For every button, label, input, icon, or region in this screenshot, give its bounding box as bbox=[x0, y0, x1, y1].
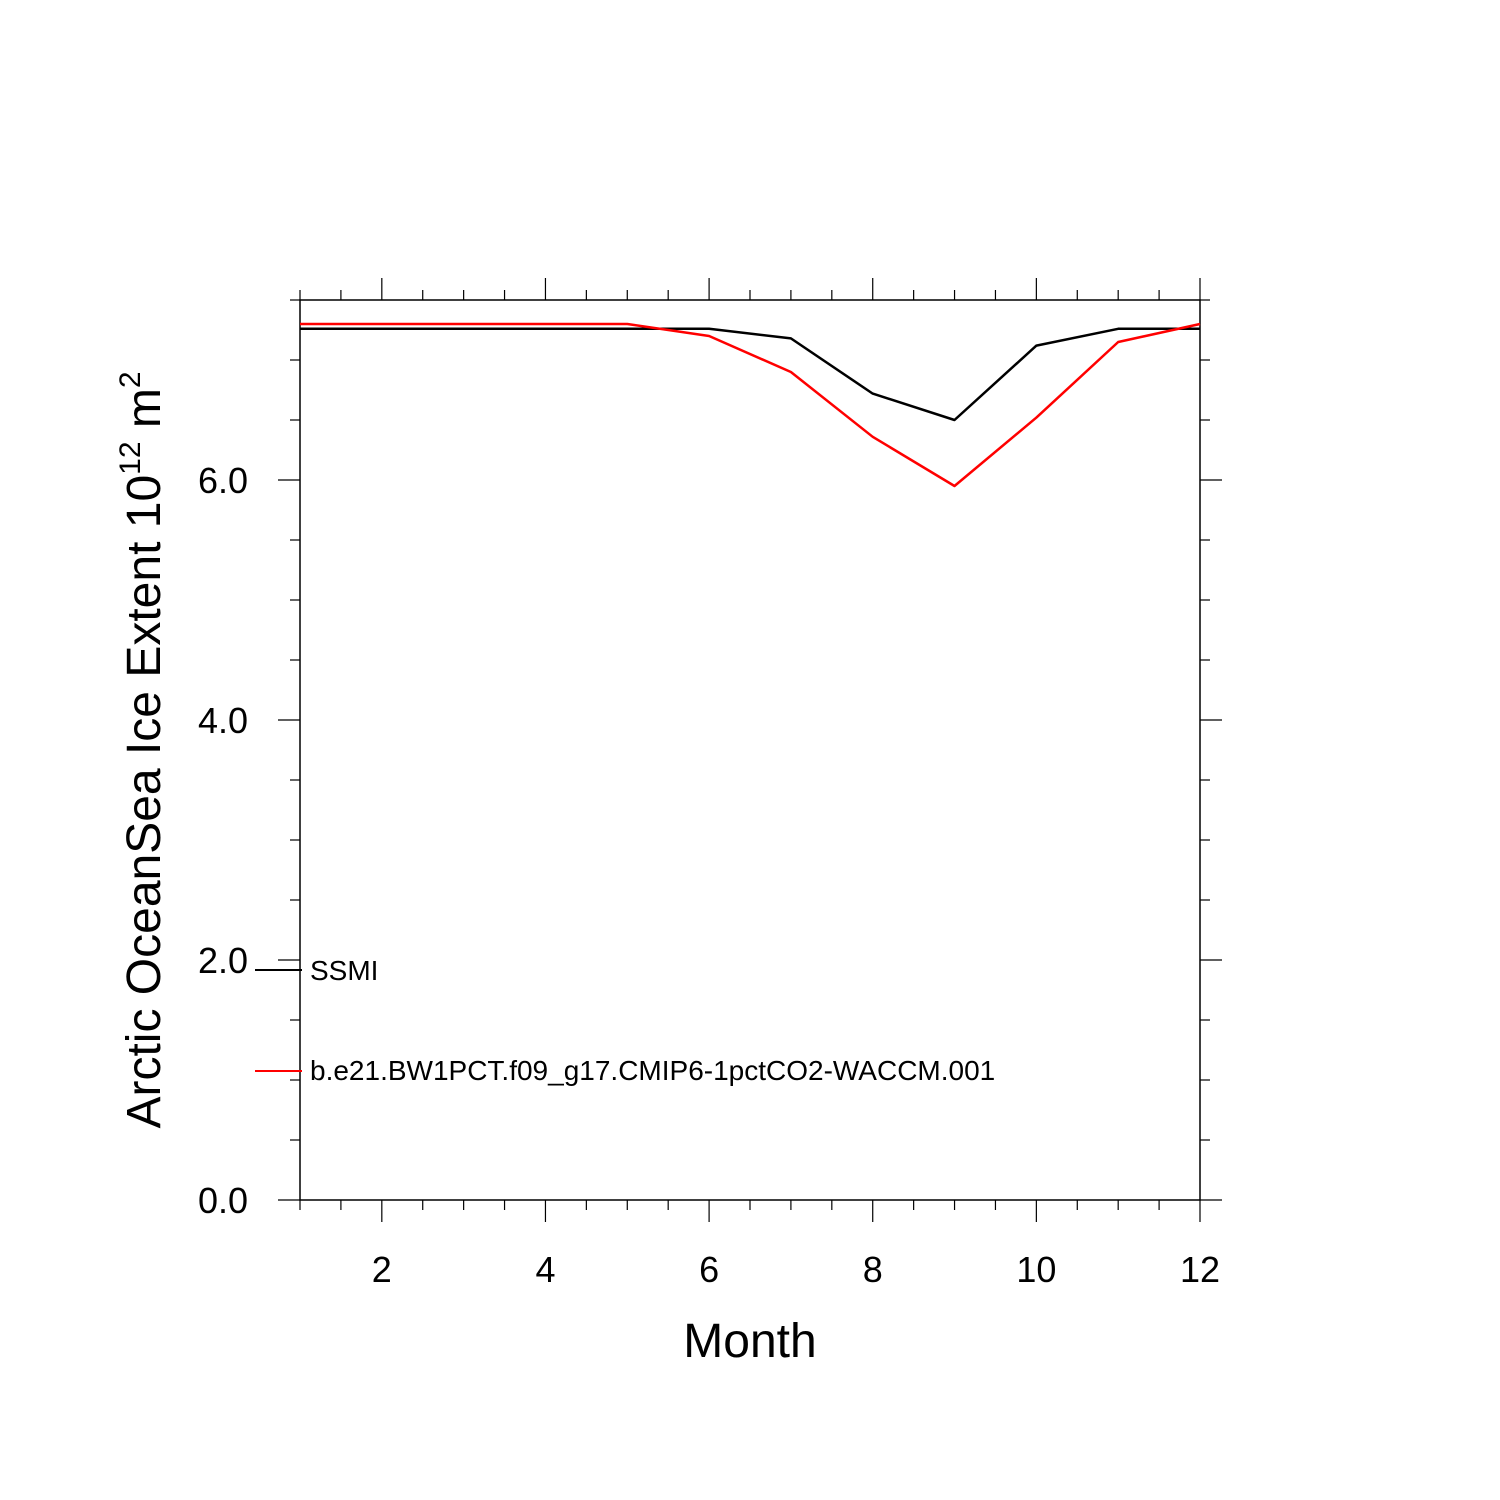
y-tick-label: 2.0 bbox=[198, 940, 248, 981]
y-axis-title-unit: m bbox=[118, 388, 171, 441]
y-axis-title-unit-exponent: 2 bbox=[114, 371, 147, 388]
tick-labels: 2 4 6 8 10 12 0.0 2.0 4.0 6.0 bbox=[198, 460, 1220, 1290]
y-tick-label: 4.0 bbox=[198, 700, 248, 741]
y-tick-label: 6.0 bbox=[198, 460, 248, 501]
y-axis-title-exponent: 12 bbox=[114, 441, 147, 474]
x-tick-label: 12 bbox=[1180, 1249, 1220, 1290]
legend: SSMI b.e21.BW1PCT.f09_g17.CMIP6-1pctCO2-… bbox=[255, 955, 995, 1086]
x-axis-title: Month bbox=[683, 1315, 816, 1368]
x-tick-label: 8 bbox=[863, 1249, 883, 1290]
axis-ticks bbox=[278, 278, 1222, 1222]
legend-label-waccm: b.e21.BW1PCT.f09_g17.CMIP6-1pctCO2-WACCM… bbox=[310, 1055, 995, 1086]
x-tick-label: 4 bbox=[535, 1249, 555, 1290]
x-tick-label: 6 bbox=[699, 1249, 719, 1290]
legend-label-ssmi: SSMI bbox=[310, 955, 378, 986]
x-tick-label: 10 bbox=[1016, 1249, 1056, 1290]
y-tick-label: 0.0 bbox=[198, 1180, 248, 1221]
y-axis-title: Arctic OceanSea Ice Extent 1012 m2 bbox=[114, 371, 171, 1128]
series-lines bbox=[300, 322, 1201, 488]
series-line-waccm bbox=[300, 322, 1201, 488]
x-tick-label: 2 bbox=[372, 1249, 392, 1290]
series-line-ssmi bbox=[300, 327, 1200, 422]
